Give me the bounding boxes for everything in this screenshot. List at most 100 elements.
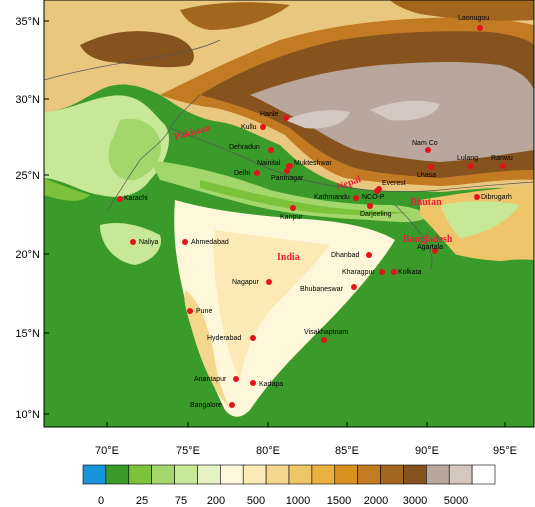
city-marker-hanle: [283, 115, 289, 121]
city-label-nainital: Nainital: [257, 160, 281, 167]
city-label-visakhaptnam: Visakhaptnam: [304, 329, 348, 336]
city-label-delhi: Delhi: [234, 170, 250, 177]
colorbar-swatch: [220, 464, 244, 485]
city-marker-bhubaneswar: [351, 284, 357, 290]
city-marker-pantnagar: [284, 168, 290, 174]
city-label-ahmedabad: Ahmedabad: [191, 239, 229, 246]
lat-tick-label: 25°N: [15, 170, 40, 182]
city-label-karachi: Karachi: [124, 195, 148, 202]
colorbar-label: 1500: [327, 495, 351, 507]
city-label-dhanbad: Dhanbad: [331, 252, 360, 259]
city-marker-kadapa: [250, 380, 256, 386]
city-marker-mukteshwar: [287, 163, 293, 169]
city-marker-kolkata: [391, 269, 397, 275]
city-label-laonugou: Laonugou: [458, 15, 489, 22]
lon-tick-label: 80°E: [256, 445, 280, 457]
lon-tick-label: 70°E: [95, 445, 119, 457]
country-label-bhutan: Bhutan: [410, 197, 442, 208]
city-marker-kharagpur: [379, 269, 385, 275]
city-label-kathmandu: Kathmandu: [314, 194, 350, 201]
colorbar-swatch: [288, 464, 313, 485]
city-marker-dhanbad: [366, 252, 372, 258]
city-label-hyderabad: Hyderabad: [207, 335, 241, 342]
city-marker-naliya: [130, 239, 136, 245]
city-label-nagapur: Nagapur: [232, 279, 260, 286]
city-label-kullu: Kullu: [241, 124, 257, 131]
boundary-lines: [44, 39, 534, 271]
city-marker-laonugou: [477, 25, 483, 31]
lon-tick-label: 90°E: [415, 445, 439, 457]
lon-tick-label: 85°E: [335, 445, 359, 457]
colorbar-label: 0: [98, 495, 104, 507]
colorbar-label: 25: [136, 495, 148, 507]
city-marker-nagapur: [266, 279, 272, 285]
city-marker-visakhaptnam: [321, 337, 327, 343]
lat-tick-label: 30°N: [15, 94, 40, 106]
city-label-bhubaneswar: Bhubaneswar: [300, 286, 343, 293]
colorbar-label: 3000: [403, 495, 427, 507]
colorbar-label: 5000: [444, 495, 468, 507]
colorbar-label: 200: [207, 495, 225, 507]
city-marker-bangalore: [229, 402, 235, 408]
colorbar-swatch: [105, 464, 130, 485]
terrain-layer: [44, 0, 534, 427]
city-label-everest: Everest: [382, 180, 406, 187]
city-label-nam-co: Nam Co: [412, 140, 438, 147]
city-label-lulang: Lulang: [457, 155, 478, 162]
colorbar-swatch: [174, 464, 198, 485]
city-label-hanle: Hanle: [260, 111, 278, 118]
city-label-mukteshwar: Mukteshwar: [294, 160, 332, 167]
city-label-anantapur: Anantapur: [194, 376, 227, 383]
city-marker-ahmedabad: [182, 239, 188, 245]
colorbar-swatch: [311, 464, 336, 485]
lat-tick-label: 35°N: [15, 16, 40, 28]
colorbar-label: 75: [175, 495, 187, 507]
colorbar-swatch: [448, 464, 473, 485]
country-label-india: India: [277, 252, 300, 263]
city-label-nco-p: NCO-P: [362, 194, 385, 201]
lat-tick-label: 20°N: [15, 249, 40, 261]
city-marker-hyderabad: [250, 335, 256, 341]
colorbar-swatch: [426, 464, 450, 485]
colorbar-swatch: [242, 464, 267, 485]
city-label-pune: Pune: [196, 308, 212, 315]
city-marker-anantapur: [233, 376, 239, 382]
city-label-kanpur: Kanpur: [280, 214, 303, 221]
lat-tick-label: 15°N: [15, 328, 40, 340]
country-label-bangladesh: Bangladesh: [403, 234, 453, 245]
latitude-axis: 35°N 30°N 25°N 20°N 15°N 10°N: [15, 16, 49, 421]
city-marker-kullu: [260, 124, 266, 130]
colorbar-label: 1000: [286, 495, 310, 507]
city-label-agartala: Agartala: [417, 244, 443, 251]
city-label-kolkata: Kolkata: [398, 269, 421, 276]
city-label-bangalore: Bangalore: [190, 402, 222, 409]
city-marker-nam-co: [425, 147, 431, 153]
city-label-pantnagar: Pantnagar: [271, 175, 304, 182]
lon-tick-label: 75°E: [176, 445, 200, 457]
city-marker-lulang: [468, 163, 474, 169]
colorbar-swatch: [265, 464, 290, 485]
city-marker-nco-p: [374, 188, 380, 194]
plot-frame: [43, 0, 535, 428]
city-label-kharagpur: Kharagpur: [342, 269, 375, 276]
city-marker-delhi: [254, 170, 260, 176]
colorbar-swatch: [357, 464, 381, 485]
colorbar-swatch: [334, 464, 358, 485]
city-marker-karachi: [117, 196, 123, 202]
city-marker-darjeeling: [367, 203, 373, 209]
city-marker-agartala: [432, 248, 438, 254]
city-label-ranwu: Ranwu: [491, 155, 513, 162]
city-label-dibrugarh: Dibrugarh: [481, 194, 512, 201]
colorbar-swatch: [82, 464, 107, 485]
city-marker-dehradun: [268, 147, 274, 153]
colorbar-swatch: [128, 464, 152, 485]
city-marker-kanpur: [290, 205, 296, 211]
colorbar-swatch: [197, 464, 221, 485]
colorbar-swatch: [380, 464, 404, 485]
colorbar-swatch: [403, 464, 427, 485]
longitude-axis: 70°E 75°E 80°E 85°E 90°E 95°E: [95, 422, 517, 457]
colorbar-label: 2000: [364, 495, 388, 507]
city-marker-kathmandu: [353, 195, 359, 201]
city-label-lhasa: Lhasa: [417, 172, 436, 179]
